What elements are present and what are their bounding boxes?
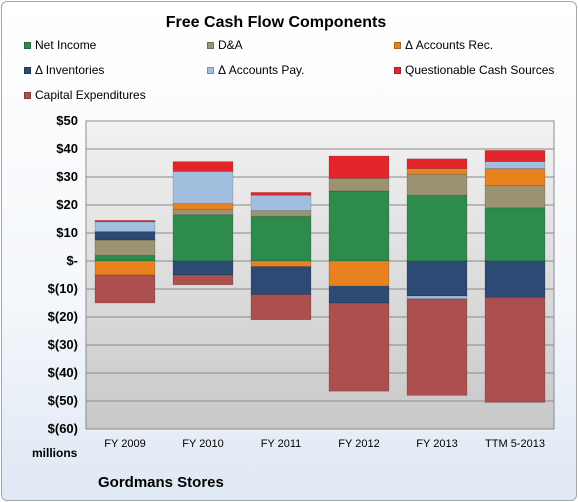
bar-segment bbox=[406, 298, 468, 396]
bar-segment bbox=[172, 260, 234, 276]
legend-label: Δ Accounts Rec. bbox=[405, 38, 494, 52]
legend-swatch bbox=[24, 66, 31, 74]
bar-segment bbox=[172, 171, 234, 204]
bar-segment bbox=[484, 260, 546, 298]
bar-segment bbox=[484, 161, 546, 169]
y-tick-label: $(10) bbox=[48, 281, 78, 296]
bar-segment bbox=[172, 161, 234, 172]
bar-segment bbox=[328, 178, 390, 192]
bar-segment bbox=[172, 203, 234, 210]
legend-swatch bbox=[394, 41, 401, 49]
chart-title: Free Cash Flow Components bbox=[165, 14, 387, 31]
bar-segment bbox=[94, 255, 156, 262]
bar-segment bbox=[250, 294, 312, 321]
legend-label: Questionable Cash Sources bbox=[405, 63, 555, 77]
y-tick-label: $40 bbox=[56, 141, 78, 156]
y-tick-label: $- bbox=[66, 253, 78, 268]
legend-swatch bbox=[394, 66, 401, 74]
bar-segment bbox=[328, 302, 390, 392]
legend-item: Δ Inventories bbox=[24, 63, 104, 77]
bar-segment bbox=[406, 168, 468, 175]
legend-label: Net Income bbox=[35, 38, 97, 52]
bar-segment bbox=[484, 297, 546, 403]
legend-swatch bbox=[24, 41, 31, 49]
legend-item: Δ Accounts Pay. bbox=[207, 63, 305, 77]
y-tick-label: $10 bbox=[56, 225, 78, 240]
legend-item: D&A bbox=[207, 38, 243, 52]
legend-label: D&A bbox=[218, 38, 243, 52]
bar-segment bbox=[406, 260, 468, 297]
y-tick-label: $(50) bbox=[48, 393, 78, 408]
bar-segment bbox=[484, 207, 546, 262]
bar-segment bbox=[328, 260, 390, 287]
bar-segment bbox=[94, 260, 156, 276]
bar-segment bbox=[172, 274, 234, 286]
x-tick-label: FY 2009 bbox=[104, 438, 145, 450]
bar-segment bbox=[94, 231, 156, 241]
bar-segment bbox=[484, 150, 546, 162]
bar-segment bbox=[484, 185, 546, 209]
bar-segment bbox=[328, 285, 390, 304]
bar-segment bbox=[328, 155, 390, 179]
bar-segment bbox=[172, 214, 234, 262]
bar-segment bbox=[250, 266, 312, 295]
legend-swatch bbox=[207, 41, 214, 49]
bar-segment bbox=[406, 158, 468, 169]
bar-segment bbox=[250, 192, 312, 196]
bar-segment bbox=[484, 168, 546, 186]
bar-segment bbox=[94, 274, 156, 304]
y-tick-label: $(60) bbox=[48, 421, 78, 436]
x-tick-label: FY 2010 bbox=[182, 438, 223, 450]
units-label: millions bbox=[32, 446, 78, 460]
y-tick-label: $(30) bbox=[48, 337, 78, 352]
y-tick-label: $(20) bbox=[48, 309, 78, 324]
bar-segment bbox=[250, 260, 312, 267]
bar-segment bbox=[94, 239, 156, 256]
x-tick-label: FY 2011 bbox=[261, 438, 302, 450]
bar-segment bbox=[328, 190, 390, 262]
legend-item: Net Income bbox=[24, 38, 96, 52]
legend-label: Δ Accounts Pay. bbox=[218, 63, 305, 77]
bar-segment bbox=[406, 295, 468, 300]
x-tick-label: FY 2013 bbox=[416, 438, 457, 450]
y-tick-label: $30 bbox=[56, 169, 78, 184]
legend-swatch bbox=[24, 91, 31, 99]
legend-item: Capital Expenditures bbox=[24, 88, 146, 102]
bar-segment bbox=[94, 221, 156, 232]
bar-segment bbox=[250, 210, 312, 217]
legend-label: Capital Expenditures bbox=[35, 88, 146, 102]
y-tick-label: $20 bbox=[56, 197, 78, 212]
y-tick-label: $(40) bbox=[48, 365, 78, 380]
bar-segment bbox=[94, 220, 156, 223]
legend-item: Questionable Cash Sources bbox=[394, 63, 554, 77]
plot-area bbox=[85, 120, 555, 430]
legend-item: Δ Accounts Rec. bbox=[394, 38, 493, 52]
bar-segment bbox=[406, 173, 468, 196]
bar-segment bbox=[406, 194, 468, 262]
x-tick-label: TTM 5-2013 bbox=[485, 438, 545, 450]
bar-segment bbox=[250, 215, 312, 262]
bar-segment bbox=[172, 208, 234, 216]
y-tick-label: $50 bbox=[56, 113, 78, 128]
bar-segment bbox=[250, 194, 312, 211]
legend-label: Δ Inventories bbox=[35, 63, 105, 77]
legend-swatch bbox=[207, 66, 214, 74]
x-tick-label: FY 2012 bbox=[338, 438, 379, 450]
company-name: Gordmans Stores bbox=[98, 474, 224, 491]
